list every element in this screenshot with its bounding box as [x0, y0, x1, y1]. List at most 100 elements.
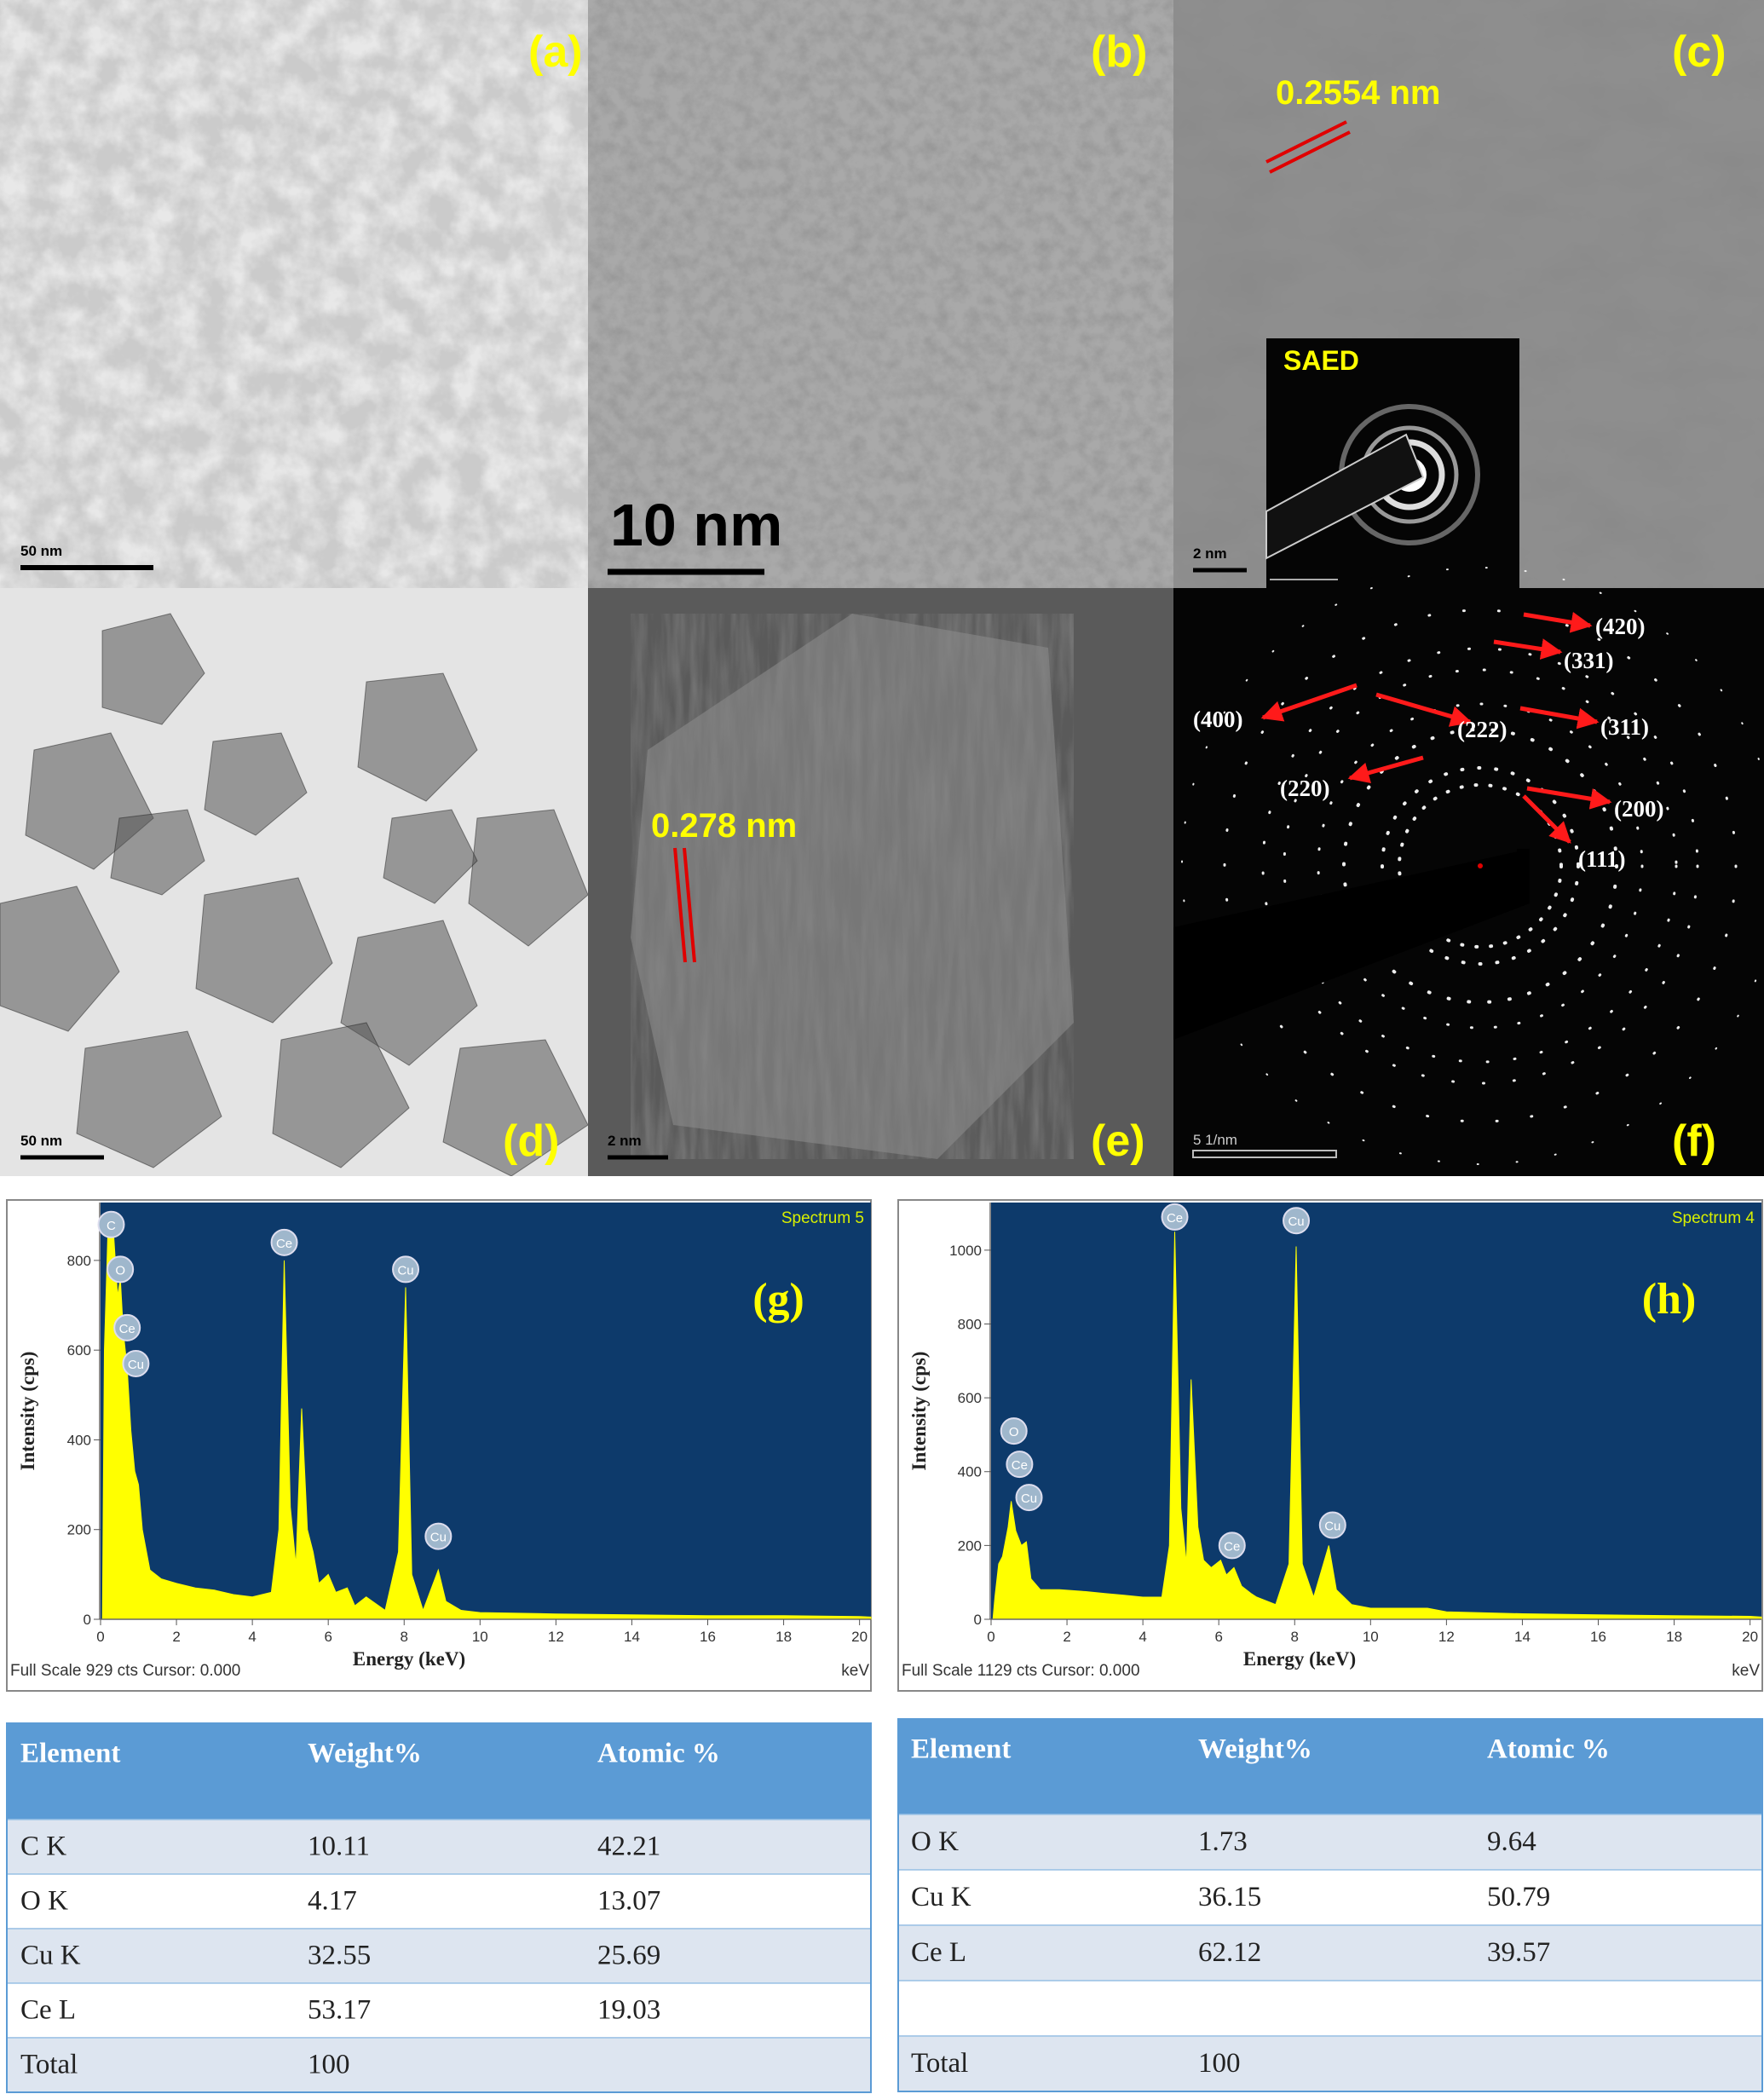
table-border — [897, 1718, 1763, 2092]
peak-label: Ce — [276, 1237, 292, 1251]
scale-bar-label: 50 nm — [20, 1133, 62, 1149]
table-cell: O K — [911, 1826, 959, 1857]
table-cell: Cu K — [911, 1882, 971, 1912]
element-table: Element Weight% Atomic % O K 1.73 9.64 Cu K 36.… — [897, 1718, 1763, 2092]
spectrum-chart: 0 2 4 6 8 10 12 14 16 18 200200400600800COCeCuCeCu… — [6, 1199, 872, 1692]
x-tick-label: 18 — [1666, 1629, 1682, 1645]
ring-arrows — [1260, 611, 1612, 844]
y-tick-label: 800 — [67, 1253, 91, 1269]
table-header-cell: Weight% — [308, 1739, 422, 1769]
x-tick-label: 20 — [851, 1629, 868, 1645]
arrow — [1522, 794, 1571, 844]
saed-inset: SAED — [1265, 338, 1519, 588]
peak-marker — [107, 1255, 135, 1284]
panel-label: (a) — [528, 27, 583, 77]
table-cell: Ce L — [911, 1937, 966, 1968]
diffraction-ring — [1223, 609, 1738, 1123]
y-axis-title: Intensity (cps) — [17, 1352, 38, 1471]
peak-label: C — [107, 1219, 116, 1233]
particle — [340, 920, 478, 1066]
panel-d: (d) 50 nm — [0, 588, 588, 1176]
peak-marker — [1283, 1207, 1311, 1235]
particle — [110, 809, 205, 896]
table-row — [897, 1980, 1763, 2037]
ring-label: (400) — [1193, 707, 1242, 732]
peak-marker — [392, 1255, 420, 1284]
x-axis-title: Energy (keV) — [353, 1648, 465, 1670]
beam-stop — [1265, 433, 1425, 560]
table-cell: O K — [20, 1886, 68, 1917]
x-tick-label: 8 — [401, 1629, 408, 1645]
table-cell: 62.12 — [1198, 1937, 1261, 1968]
particle — [76, 1030, 222, 1168]
peak-marker — [424, 1522, 453, 1550]
y-tick-label: 400 — [958, 1464, 982, 1480]
table-cell: 50.79 — [1487, 1882, 1550, 1912]
table-row — [6, 1819, 872, 1875]
x-tick-label: 6 — [1214, 1629, 1222, 1645]
beam-stop — [1517, 849, 1530, 903]
image-texture — [588, 0, 1173, 588]
arrow — [1523, 611, 1593, 633]
ring-label: (220) — [1280, 776, 1329, 801]
y-tick-label: 600 — [67, 1342, 91, 1359]
table-header-cell: Weight% — [1198, 1734, 1312, 1765]
table-header-row — [898, 1719, 1762, 1814]
peak-label: Ce — [1167, 1211, 1183, 1226]
x-tick-label: 8 — [1291, 1629, 1299, 1645]
y-tick-label: 200 — [67, 1522, 91, 1538]
particles — [0, 613, 588, 1176]
spectrum-chart: 0 2 4 6 8 10 12 14 16 18 2002004006008001000OCeCuC… — [897, 1199, 1763, 1692]
panel-label: (e) — [1091, 1116, 1145, 1166]
x-tick-label: 4 — [248, 1629, 256, 1645]
x-tick-label: 0 — [987, 1629, 994, 1645]
diffraction-ring — [1283, 668, 1678, 1064]
x-tick-label: 6 — [324, 1629, 331, 1645]
x-tick-label: 12 — [1438, 1629, 1455, 1645]
particle — [0, 885, 120, 1032]
y-tick-label: 800 — [958, 1316, 982, 1332]
d-spacing-label: 0.278 nm — [651, 807, 797, 845]
x-tick-label: 16 — [1590, 1629, 1606, 1645]
particle — [101, 613, 205, 725]
table-header-cell: Element — [20, 1739, 120, 1769]
x-tick-label: 10 — [472, 1629, 488, 1645]
panel-label: (c) — [1672, 27, 1727, 77]
scale-bar-label: 2 nm — [608, 1133, 642, 1149]
arrow — [1347, 755, 1424, 783]
plot-area — [101, 1203, 871, 1619]
panel-label: (h) — [1642, 1275, 1697, 1324]
scale-bar-label: 50 nm — [20, 543, 62, 559]
ring-label: (200) — [1614, 796, 1663, 822]
table-cell: 100 — [308, 2050, 350, 2080]
table-cell: Cu K — [20, 1941, 81, 1971]
particle — [195, 877, 333, 1024]
element-table: Element Weight% Atomic % C K 10.11 42.21 O K 4.… — [6, 1722, 872, 2093]
table-cell: C K — [20, 1832, 66, 1862]
table-row — [897, 1869, 1763, 1926]
table-cell: 4.17 — [308, 1886, 357, 1917]
panel-f: (420) (331) (400) (222) (311) (220) (200… — [1173, 567, 1764, 1176]
y-tick-label: 0 — [974, 1612, 982, 1628]
panel-label: (b) — [1091, 27, 1147, 77]
diffraction-ring — [1381, 766, 1580, 966]
table-row — [6, 2037, 872, 2093]
table-cell: 1.73 — [1198, 1826, 1248, 1857]
ring-label: (331) — [1564, 648, 1613, 673]
peak-marker — [1015, 1484, 1043, 1512]
arrow — [1519, 706, 1600, 730]
y-tick-label: 0 — [84, 1612, 91, 1628]
peak-label: Cu — [430, 1531, 447, 1545]
table-row — [6, 1873, 872, 1930]
peak-label: Cu — [1021, 1491, 1037, 1506]
panel-a: (a) 50 nm — [0, 0, 588, 588]
table-cell: 19.03 — [597, 1995, 660, 2026]
x-tick-label: 18 — [775, 1629, 792, 1645]
peak-marker — [113, 1313, 141, 1341]
peak-label: Cu — [397, 1263, 413, 1278]
y-tick-label: 200 — [958, 1537, 982, 1554]
panel-label: (d) — [503, 1116, 559, 1166]
image-texture — [0, 0, 588, 588]
panel-label: (g) — [752, 1275, 804, 1324]
footer: Full Scale 1129 cts Cursor: 0.000 — [902, 1662, 1140, 1680]
